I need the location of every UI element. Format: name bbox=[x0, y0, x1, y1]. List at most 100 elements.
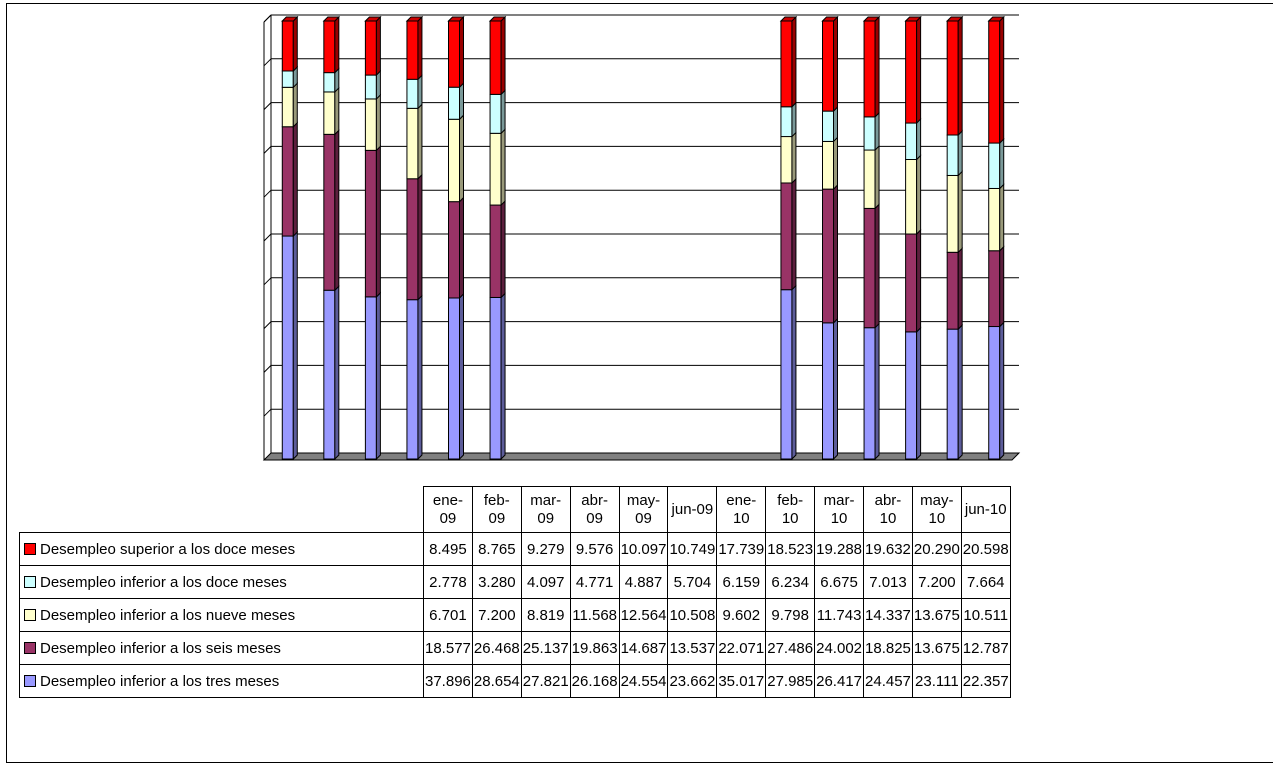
bar-segment bbox=[946, 328, 959, 460]
stacked-100-percent-3d-column-plot bbox=[262, 14, 1021, 461]
bar-segment-side bbox=[791, 177, 797, 291]
bar-segment bbox=[448, 20, 460, 88]
data-label: 10.511 bbox=[960, 598, 1011, 632]
bar-segment bbox=[364, 20, 377, 76]
data-label: 24.554 bbox=[618, 664, 669, 698]
bar-segment bbox=[406, 20, 419, 80]
data-label: 10.097 bbox=[618, 532, 669, 566]
data-label: 19.632 bbox=[863, 532, 913, 566]
bar-segment bbox=[988, 187, 1001, 252]
legend-swatch bbox=[24, 608, 36, 621]
data-label: 27.821 bbox=[520, 664, 571, 698]
category-header: abr- 10 bbox=[863, 486, 913, 533]
bar-segment-side bbox=[500, 199, 506, 299]
bar-segment-side bbox=[833, 15, 838, 113]
bar-segment-side bbox=[791, 101, 797, 138]
bar-segment-side bbox=[292, 15, 298, 73]
data-label: 4.887 bbox=[618, 565, 669, 599]
bar-segment-side bbox=[874, 322, 880, 461]
side-gridline bbox=[263, 365, 272, 373]
bar-segment-side bbox=[957, 247, 963, 331]
data-label: 26.168 bbox=[569, 664, 620, 698]
data-label: 7.013 bbox=[863, 565, 913, 599]
data-label: 28.654 bbox=[471, 664, 522, 698]
bar-segment-side bbox=[833, 136, 838, 191]
data-label: 8.765 bbox=[471, 532, 522, 566]
data-label: 22.357 bbox=[960, 664, 1011, 698]
bar-segment-side bbox=[417, 15, 423, 81]
bar-segment-side bbox=[874, 144, 880, 210]
bar-top-cap bbox=[281, 16, 299, 22]
bar-segment-side bbox=[957, 323, 963, 461]
bar-segment bbox=[489, 296, 502, 460]
bar-segment-side bbox=[375, 93, 381, 152]
category-header: may- 09 bbox=[618, 486, 669, 533]
legend-swatch bbox=[24, 674, 36, 687]
data-label: 4.097 bbox=[520, 565, 571, 599]
table-header-row: ene- 09 feb- 09 mar- 09 abr- 09 may- 09 jun-09 ene-… bbox=[20, 486, 1011, 533]
data-label: 9.576 bbox=[569, 532, 620, 566]
bar-segment bbox=[988, 326, 1001, 460]
category-tick-label: abr- 10 bbox=[874, 491, 902, 527]
bar-segment bbox=[863, 149, 876, 209]
bar-segment bbox=[946, 174, 959, 253]
side-gridline bbox=[263, 408, 272, 417]
bar-segment bbox=[822, 140, 834, 190]
bar-segment bbox=[822, 188, 834, 324]
data-label: 18.523 bbox=[765, 532, 816, 566]
data-label: 18.825 bbox=[863, 631, 913, 665]
bar-segment-side bbox=[999, 245, 1005, 328]
category-header: feb- 09 bbox=[471, 486, 522, 533]
category-tick-label: jun-10 bbox=[964, 500, 1007, 518]
category-tick-label: jun-09 bbox=[671, 500, 714, 518]
bar-segment-side bbox=[916, 15, 922, 125]
bar-segment-side bbox=[459, 15, 464, 89]
bar-segment bbox=[780, 289, 793, 460]
bar-segment bbox=[406, 178, 419, 301]
table-row: Desempleo superior a los doce meses 8.495… bbox=[19, 532, 1011, 566]
bar-segment bbox=[323, 91, 336, 135]
category-header: ene- 09 bbox=[423, 486, 473, 533]
bar-segment bbox=[822, 110, 834, 142]
bar-segment bbox=[406, 107, 419, 180]
side-gridline bbox=[263, 102, 272, 110]
bar-segment-side bbox=[375, 145, 381, 299]
table-row: Desempleo inferior a los tres meses 37.89… bbox=[19, 664, 1011, 698]
bar-segment-side bbox=[916, 326, 922, 461]
bar-top-cap bbox=[322, 16, 341, 22]
category-tick-label: mar- 10 bbox=[823, 491, 855, 527]
data-label: 20.290 bbox=[911, 532, 962, 566]
data-label: 10.749 bbox=[667, 532, 718, 566]
data-label: 24.457 bbox=[863, 664, 913, 698]
bar-segment bbox=[364, 296, 377, 460]
bar-segment-side bbox=[292, 230, 298, 461]
bar-segment bbox=[822, 20, 834, 112]
bar-segment bbox=[364, 74, 377, 100]
bar-segment-side bbox=[292, 121, 298, 238]
bar-segment bbox=[822, 322, 834, 460]
bar-segment bbox=[905, 331, 918, 460]
bar-segment-side bbox=[957, 170, 963, 254]
data-label: 26.468 bbox=[471, 631, 522, 665]
data-label: 26.417 bbox=[814, 664, 865, 698]
bar-segment-side bbox=[874, 203, 880, 329]
bar-segment-side bbox=[334, 15, 340, 74]
data-label: 8.495 bbox=[423, 532, 473, 566]
table-corner bbox=[20, 487, 424, 533]
bar-segment-side bbox=[833, 317, 838, 461]
bar-segment-side bbox=[791, 131, 797, 185]
bar-segment bbox=[448, 297, 460, 460]
bar-segment-side bbox=[916, 228, 922, 334]
category-header: may- 10 bbox=[911, 486, 962, 533]
bar-segment bbox=[281, 20, 294, 72]
category-header: ene- 10 bbox=[716, 486, 767, 533]
category-tick-label: feb- 09 bbox=[483, 491, 510, 527]
data-label: 6.675 bbox=[814, 565, 865, 599]
data-label: 11.743 bbox=[814, 598, 865, 632]
bar-segment bbox=[323, 289, 336, 460]
bar-segment-side bbox=[459, 114, 464, 203]
legend-entry: Desempleo superior a los doce meses bbox=[19, 532, 424, 566]
bar-segment bbox=[863, 116, 876, 151]
bar-segment-side bbox=[874, 111, 880, 152]
bar-segment bbox=[780, 20, 793, 108]
